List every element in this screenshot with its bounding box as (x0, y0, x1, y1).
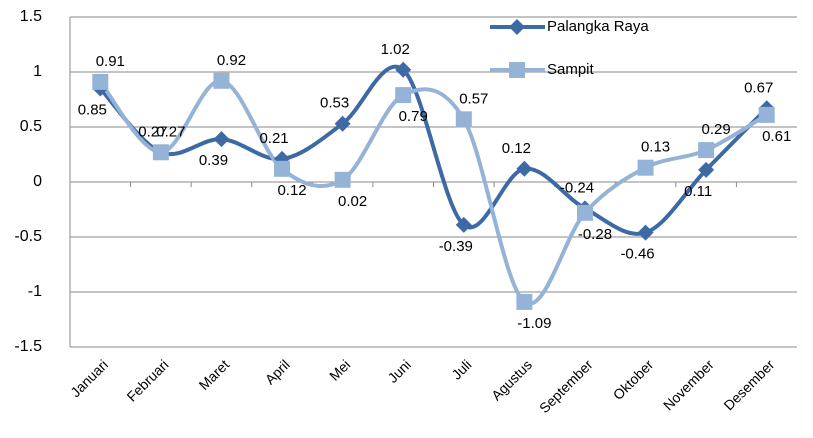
data-label: 0.39 (199, 152, 228, 169)
data-label: 0.53 (320, 95, 349, 112)
series-line (98, 78, 768, 306)
data-label: 0.27 (156, 123, 185, 140)
data-point (334, 115, 351, 132)
data-label: 0.85 (78, 101, 107, 118)
data-label: -0.46 (620, 246, 654, 263)
data-point (395, 61, 412, 78)
y-tick-label: 1.5 (20, 8, 42, 25)
data-label: 0.67 (744, 79, 773, 96)
data-label: 0.21 (259, 130, 288, 147)
data-label: 0.57 (459, 90, 488, 107)
data-label: 0.61 (762, 128, 791, 145)
x-tick-label: November (660, 356, 717, 413)
data-label: 0.27 (138, 123, 167, 140)
x-tick-label: Maret (196, 356, 233, 393)
data-label: -1.09 (517, 315, 551, 332)
data-point (213, 72, 230, 89)
x-tick-label: Agustus (488, 356, 535, 403)
legend-marker (509, 62, 525, 78)
y-tick-label: 0 (33, 173, 42, 190)
data-point (92, 73, 109, 90)
data-point (455, 111, 472, 128)
data-label: 0.79 (399, 108, 428, 125)
x-tick-label: Februari (123, 356, 171, 404)
data-point (455, 216, 472, 233)
data-label: -0.28 (578, 226, 612, 243)
data-label: 0.13 (641, 139, 670, 156)
y-tick-label: -1.5 (14, 338, 42, 355)
data-label: 0.02 (338, 193, 367, 210)
data-label: 0.91 (96, 53, 125, 70)
data-point (516, 160, 533, 177)
data-point (637, 159, 654, 176)
x-tick-label: Juli (448, 356, 474, 382)
data-label: 0.12 (502, 140, 531, 157)
data-point (576, 204, 593, 221)
legend-label: Palangka Raya (547, 18, 649, 35)
data-label: -0.39 (439, 238, 473, 255)
x-tick-label: Desember (720, 356, 777, 413)
data-label: 0.12 (277, 182, 306, 199)
legend-label: Sampit (547, 61, 595, 78)
data-point (152, 144, 169, 161)
data-point (698, 161, 715, 178)
x-tick-label: September (536, 356, 596, 416)
legend-marker (509, 19, 525, 35)
y-tick-label: -1 (28, 283, 42, 300)
data-point (637, 224, 654, 241)
x-tick-label: Januari (67, 356, 111, 400)
x-tick-label: April (262, 356, 293, 387)
x-tick-label: Mei (326, 356, 353, 383)
data-point (213, 131, 230, 148)
x-tick-label: Juni (384, 356, 413, 385)
x-tick-label: Oktober (610, 356, 657, 403)
data-label: 0.92 (217, 52, 246, 69)
data-point (516, 293, 533, 310)
data-point (698, 142, 715, 159)
data-point (334, 171, 351, 188)
data-point (395, 87, 412, 104)
y-tick-label: -0.5 (14, 228, 42, 245)
data-label: 0.29 (702, 121, 731, 138)
data-label: 1.02 (381, 41, 410, 58)
y-tick-label: 1 (33, 63, 42, 80)
data-label: 0.11 (684, 183, 712, 200)
y-tick-label: 0.5 (20, 118, 42, 135)
data-point (758, 106, 775, 123)
data-label: -0.24 (560, 179, 594, 196)
data-point (274, 160, 291, 177)
